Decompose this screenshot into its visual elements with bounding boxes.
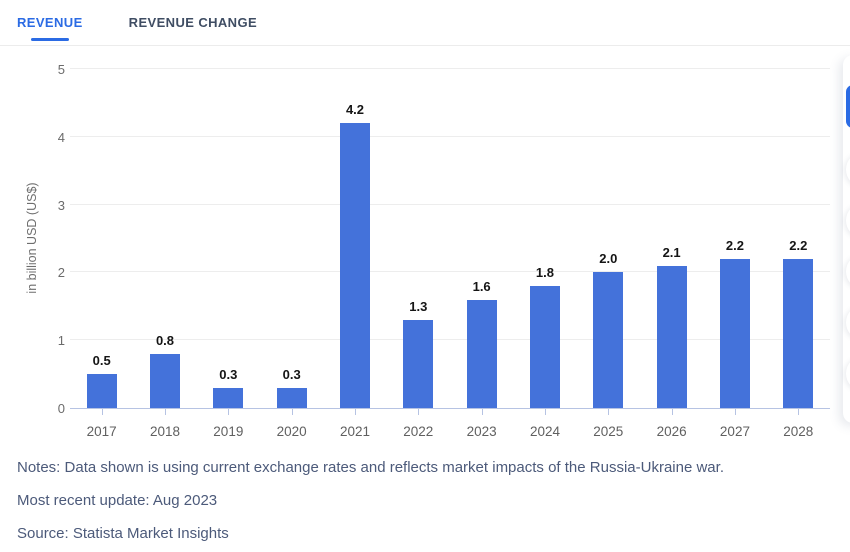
bar-column-2022: 1.3 2022 <box>387 70 450 439</box>
x-tick <box>164 409 166 415</box>
bar-column-2021: 4.2 2021 <box>323 70 386 439</box>
y-tick-label-2: 2 <box>57 265 65 281</box>
bar-column-2024: 1.8 2024 <box>513 70 576 439</box>
x-axis-label: 2019 <box>213 424 244 439</box>
x-axis-label: 2021 <box>339 424 370 439</box>
bar-column-2019: 0.3 2019 <box>197 70 260 439</box>
bar-2022[interactable] <box>403 319 434 408</box>
x-axis-label: 2023 <box>466 424 497 439</box>
chart-last-update: Most recent update: Aug 2023 <box>17 492 218 509</box>
tab-bar: REVENUE REVENUE CHANGE <box>0 0 850 46</box>
x-tick <box>354 409 356 415</box>
x-axis-label: 2026 <box>656 424 687 439</box>
y-tick-label-1: 1 <box>57 333 65 349</box>
x-axis-label: 2024 <box>529 424 560 439</box>
y-axis-ticks: 0 1 2 3 4 5 <box>0 62 65 416</box>
bar-value-label: 4.2 <box>345 102 365 118</box>
bar-value-label: 0.3 <box>282 366 301 382</box>
tab-revenue-label: REVENUE <box>17 15 83 30</box>
bar-value-label: 1.6 <box>472 278 491 294</box>
bar-column-2023: 1.6 2023 <box>450 70 513 439</box>
gridline-3 <box>70 203 830 205</box>
y-tick-label-5: 5 <box>57 62 65 77</box>
bar-value-label: 2.1 <box>662 244 681 260</box>
x-tick <box>734 409 736 415</box>
x-axis-label: 2022 <box>403 424 434 439</box>
x-tick <box>291 409 293 415</box>
bar-columns: 0.5 2017 0.8 2018 0.3 2019 0.3 2020 4.2 2021 1.3 20… <box>70 70 830 439</box>
x-axis-label: 2027 <box>719 424 750 439</box>
gridline-2 <box>70 271 830 273</box>
toolbar-button-6[interactable] <box>846 356 850 391</box>
gridline-4 <box>70 135 830 137</box>
bar-2028[interactable] <box>783 258 814 408</box>
bar-value-label: 2.0 <box>599 251 618 267</box>
toolbar-active-button[interactable] <box>846 85 850 128</box>
x-tick <box>544 409 546 415</box>
bar-2023[interactable] <box>466 299 497 408</box>
gridline-1 <box>70 339 830 341</box>
bar-2026[interactable] <box>656 265 687 408</box>
x-tick <box>228 409 230 415</box>
bar-2020[interactable] <box>276 387 307 408</box>
bar-value-label: 0.3 <box>219 366 238 382</box>
x-axis-label: 2020 <box>276 424 307 439</box>
x-tick <box>798 409 800 415</box>
toolbar-button-4[interactable] <box>846 254 850 289</box>
bar-column-2020: 0.3 2020 <box>260 70 323 439</box>
gridline-5 <box>70 68 830 69</box>
y-tick-label-0: 0 <box>57 401 65 416</box>
x-axis-label: 2017 <box>86 424 117 439</box>
x-axis-label: 2018 <box>149 424 181 439</box>
bar-value-label: 1.3 <box>409 298 428 314</box>
bar-2024[interactable] <box>529 285 560 408</box>
bar-column-2018: 0.8 2018 <box>133 70 196 439</box>
toolbar-button-3[interactable] <box>846 203 850 238</box>
bar-value-label: 2.2 <box>789 237 808 253</box>
bar-2019[interactable] <box>213 387 244 408</box>
tab-revenue[interactable]: REVENUE <box>17 0 83 45</box>
bar-value-label: 0.8 <box>155 332 175 348</box>
x-tick <box>608 409 610 415</box>
bar-column-2025: 2.0 2025 <box>577 70 640 439</box>
toolbar-button-5[interactable] <box>846 305 850 340</box>
toolbar-button-2[interactable] <box>846 152 850 187</box>
bar-value-label: 0.5 <box>92 353 111 369</box>
bar-column-2017: 0.5 2017 <box>70 70 133 439</box>
tab-revenue-change-label: REVENUE CHANGE <box>128 15 258 30</box>
x-tick <box>671 409 673 415</box>
x-axis-label: 2028 <box>783 424 814 439</box>
bar-2017[interactable] <box>86 374 117 408</box>
x-axis-label: 2025 <box>593 424 624 439</box>
bar-value-label: 1.8 <box>535 264 554 280</box>
chart-notes: Notes: Data shown is using current excha… <box>17 459 724 476</box>
x-tick <box>418 409 420 415</box>
bar-column-2027: 2.2 2027 <box>703 70 766 439</box>
bar-value-label: 2.2 <box>725 237 744 253</box>
chart-source: Source: Statista Market Insights <box>17 525 229 542</box>
bar-2025[interactable] <box>593 272 624 408</box>
tab-revenue-change[interactable]: REVENUE CHANGE <box>129 0 257 45</box>
y-tick-label-4: 4 <box>57 129 65 145</box>
y-tick-label-3: 3 <box>57 197 65 213</box>
bar-column-2026: 2.1 2026 <box>640 70 703 439</box>
bar-2021[interactable] <box>339 123 370 408</box>
x-tick <box>481 409 483 415</box>
bar-column-2028: 2.2 2028 <box>767 70 830 439</box>
floating-toolbar <box>843 55 850 423</box>
bar-2027[interactable] <box>719 258 750 408</box>
bar-2018[interactable] <box>149 353 180 408</box>
x-tick <box>101 409 103 415</box>
plot-area: 0.5 2017 0.8 2018 0.3 2019 0.3 2020 4.2 2021 1.3 20… <box>70 68 830 439</box>
